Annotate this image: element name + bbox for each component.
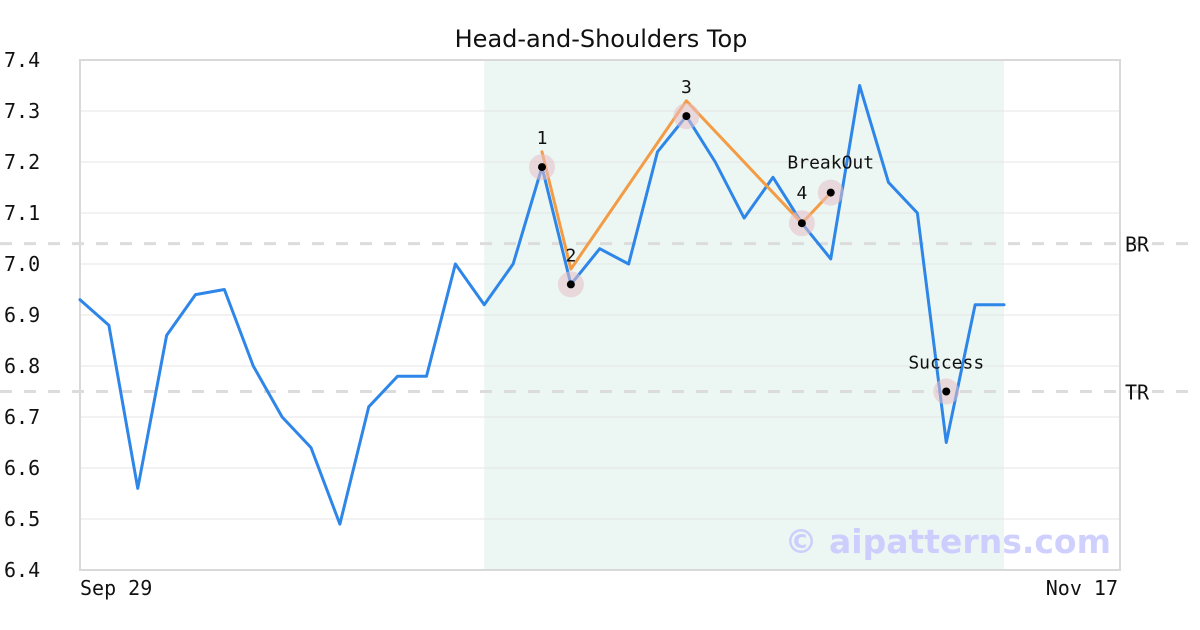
y-tick-label: 7.2 [4, 150, 40, 174]
y-tick-label: 6.4 [4, 558, 40, 582]
annotation-label-2: 2 [565, 245, 576, 266]
y-tick-label: 7.1 [4, 201, 40, 225]
watermark-text: © aipatterns.com [785, 522, 1111, 561]
annotation-point [566, 280, 575, 289]
tr-reference-label: TR [1125, 381, 1150, 405]
annotation-label-breakout: BreakOut [787, 153, 874, 174]
chart-title: Head-and-Shoulders Top [455, 25, 748, 53]
annotation-point [826, 188, 835, 197]
y-tick-label: 6.7 [4, 405, 40, 429]
annotation-point [797, 219, 806, 228]
y-tick-label: 6.8 [4, 354, 40, 378]
y-tick-label: 7.4 [4, 48, 40, 72]
y-tick-label: 6.5 [4, 507, 40, 531]
y-tick-label: 7.0 [4, 252, 40, 276]
x-tick-label-end: Nov 17 [1046, 576, 1118, 600]
plot-layer: 7.4 7.3 7.2 7.1 7.0 6.9 6.8 6.7 6.6 6.5 6.4 BR TR 1 2 3… [0, 48, 1200, 600]
annotation-label-success: Success [908, 353, 984, 374]
y-tick-label: 6.6 [4, 456, 40, 480]
annotation-label-1: 1 [537, 128, 548, 149]
annotation-point [538, 163, 546, 172]
x-tick-label-start: Sep 29 [80, 576, 152, 600]
annotation-label-3: 3 [681, 77, 692, 98]
annotation-point [682, 112, 691, 121]
pattern-outline-line [540, 99, 833, 271]
plot-frame [79, 59, 1121, 571]
annotation-point [942, 387, 951, 396]
y-tick-label: 6.9 [4, 303, 40, 327]
annotation-label-4: 4 [796, 183, 807, 204]
br-reference-label: BR [1125, 233, 1150, 257]
y-tick-label: 7.3 [4, 99, 40, 123]
